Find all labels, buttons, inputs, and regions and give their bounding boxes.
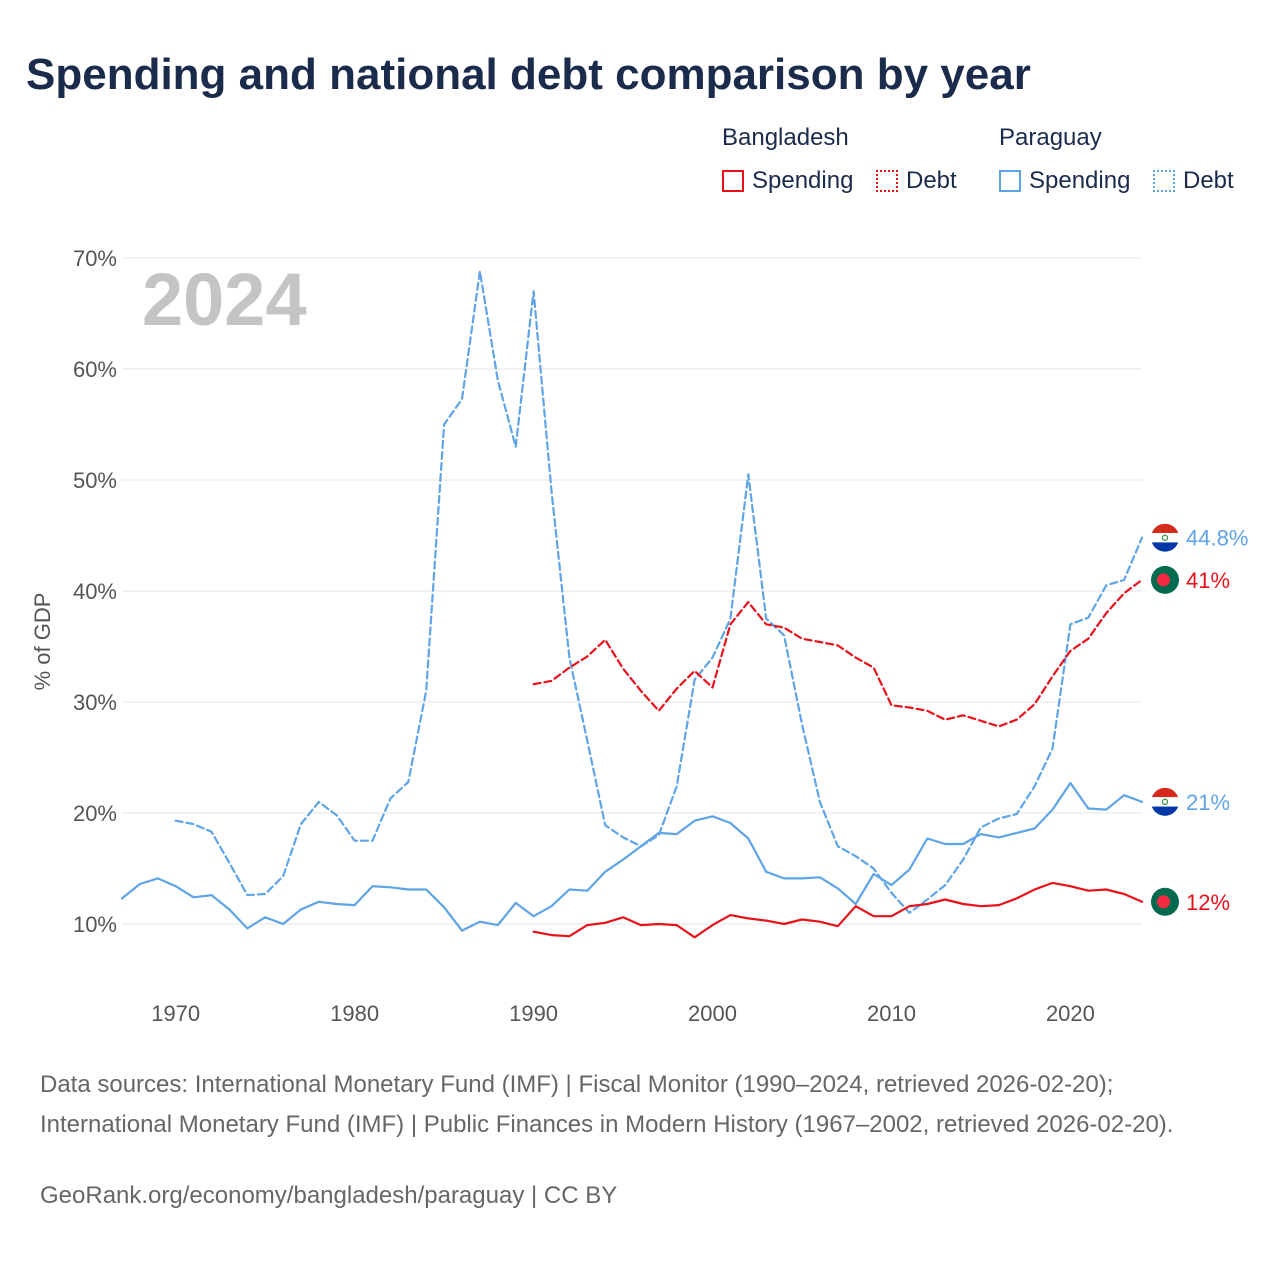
legend-swatch-solid-blue: [999, 170, 1021, 192]
x-tick-label: 2010: [867, 1001, 916, 1026]
end-value-label: 12%: [1186, 890, 1230, 915]
legend-group-bangladesh: Bangladesh: [722, 124, 849, 151]
year-watermark: 2024: [142, 258, 307, 341]
x-tick-label: 2000: [688, 1001, 737, 1026]
flag-stripe-blue: [1151, 806, 1179, 816]
legend-group-paraguay: Paraguay: [999, 124, 1102, 151]
legend-paraguay-debt[interactable]: Debt: [1153, 164, 1234, 198]
legend-swatch-solid-red: [722, 170, 744, 192]
legend-bangladesh-debt[interactable]: Debt: [876, 164, 957, 198]
flag-stripe-red: [1151, 787, 1179, 798]
series-line-paraguay-debt: [174, 270, 1144, 915]
chart-title: Spending and national debt comparison by…: [26, 50, 1031, 99]
legend-label: Spending: [1029, 167, 1131, 194]
flag-emblem: [1161, 798, 1169, 806]
credit-link[interactable]: GeoRank.org/economy/bangladesh/paraguay …: [40, 1182, 618, 1209]
flag-emblem: [1161, 534, 1169, 541]
flag-stripe-blue: [1151, 542, 1179, 552]
legend-label: Debt: [906, 167, 957, 194]
end-value-label: 44.8%: [1186, 526, 1248, 551]
legend-label: Spending: [752, 167, 854, 194]
bangladesh-flag-icon: [1151, 565, 1179, 594]
flag-stripes: [1151, 787, 1179, 816]
flag-stripes: [1151, 523, 1179, 552]
flag-stripe-red: [1151, 523, 1179, 534]
source-note: Data sources: International Monetary Fun…: [40, 1071, 1174, 1138]
y-tick-label: 20%: [73, 801, 117, 826]
y-tick-label: 10%: [73, 912, 117, 937]
flag-stripe-white: [1151, 797, 1179, 807]
series-line-bangladesh-debt: [532, 578, 1144, 728]
legend-bangladesh-spending[interactable]: Spending: [722, 164, 853, 198]
y-axis-title: % of GDP: [30, 593, 55, 691]
end-value-label: 41%: [1186, 568, 1230, 593]
y-tick-label: 70%: [73, 246, 117, 271]
legend-swatch-dotted-red: [876, 170, 898, 192]
flag-disc: [1157, 573, 1170, 587]
y-tick-label: 50%: [73, 468, 117, 493]
paraguay-flag-icon: [1151, 523, 1179, 552]
flag-stripe-white: [1151, 533, 1179, 543]
end-value-label: 21%: [1186, 790, 1230, 815]
legend-paraguay-spending[interactable]: Spending: [999, 164, 1130, 198]
legend-swatch-dotted-blue: [1153, 170, 1175, 192]
y-tick-label: 60%: [73, 357, 117, 382]
flag-disc: [1157, 895, 1170, 909]
y-tick-label: 40%: [73, 579, 117, 604]
x-tick-label: 1970: [151, 1001, 200, 1026]
legend-label: Debt: [1183, 167, 1234, 194]
x-tick-label: 1990: [509, 1001, 558, 1026]
bangladesh-flag-icon: [1151, 887, 1179, 916]
y-tick-label: 30%: [73, 690, 117, 715]
series-line-paraguay-spending: [120, 781, 1144, 932]
x-tick-label: 1980: [330, 1001, 379, 1026]
x-tick-label: 2020: [1046, 1001, 1095, 1026]
series-line-bangladesh-spending: [532, 881, 1144, 939]
paraguay-flag-icon: [1151, 787, 1179, 816]
